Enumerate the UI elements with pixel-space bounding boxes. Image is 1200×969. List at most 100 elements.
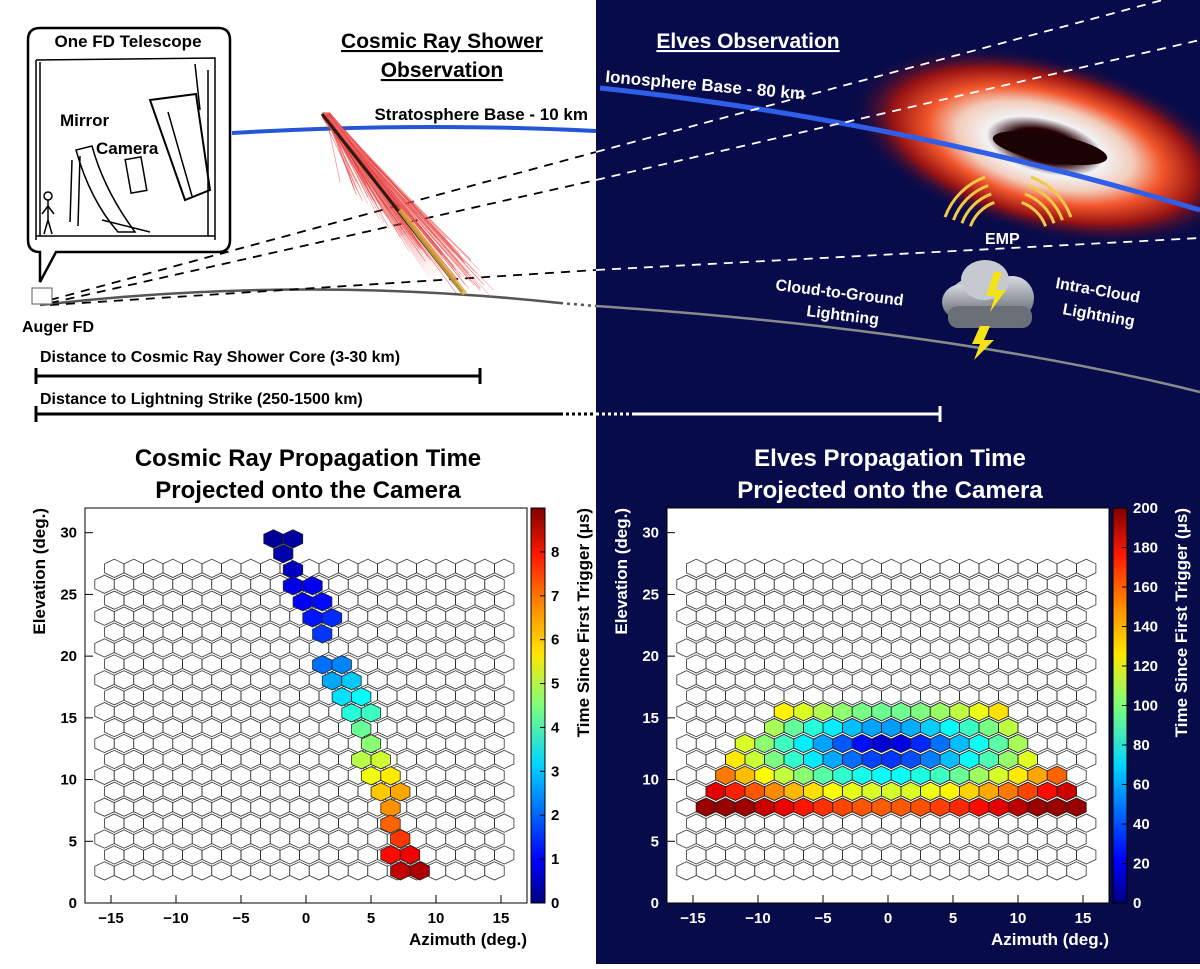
camera-pixel	[968, 861, 990, 881]
x-tick-label: −10	[163, 910, 188, 927]
hit-pixel	[842, 781, 863, 801]
hit-pixel	[900, 781, 921, 801]
camera-pixel	[162, 781, 183, 801]
hit-pixel	[390, 782, 411, 802]
camera-label: Camera	[96, 139, 159, 158]
camera-pixel	[1056, 718, 1077, 738]
camera-pixel	[1076, 558, 1097, 578]
camera-pixel	[484, 765, 505, 785]
camera-pixel	[162, 718, 183, 738]
hit-pixel	[321, 671, 343, 691]
stratosphere-line	[231, 124, 597, 135]
hit-pixel	[764, 718, 785, 738]
x-tick-label: 5	[367, 910, 375, 927]
camera-pixel	[347, 797, 369, 817]
camera-pixel	[299, 781, 320, 801]
hit-pixel	[920, 718, 941, 738]
x-tick-label: 5	[949, 910, 957, 927]
elves-chart-title-line1: Elves Propagation Time	[754, 445, 1026, 472]
camera-pixel	[484, 606, 505, 626]
y-tick-label: 20	[60, 648, 77, 665]
y-axis-label: Elevation (deg.)	[30, 508, 49, 635]
camera-pixel	[260, 718, 281, 738]
hit-pixel	[380, 814, 401, 834]
camera-pixel	[949, 861, 970, 881]
camera-pixel	[494, 686, 515, 706]
hit-pixel	[842, 718, 863, 738]
camera-pixel	[900, 654, 921, 674]
hit-pixel	[881, 718, 902, 738]
hit-pixel	[822, 718, 843, 738]
camera-pixel	[133, 797, 154, 817]
camera-pixel	[474, 590, 495, 610]
camera-pixel	[250, 861, 271, 881]
camera-pixel	[143, 781, 164, 801]
elves-chart-title-line2: Projected onto the Camera	[737, 477, 1043, 504]
y-tick-label: 25	[642, 586, 659, 603]
telescope-building-drawing	[35, 57, 216, 240]
ground-curve-right	[595, 304, 1200, 394]
camera-pixel	[289, 797, 310, 817]
x-tick-label: 0	[884, 910, 892, 927]
emp-arcs	[943, 175, 1073, 227]
camera-pixel	[812, 861, 834, 881]
camera-pixel	[123, 781, 144, 801]
y-tick-label: 0	[651, 895, 659, 912]
colorbar-tick-label: 4	[551, 719, 560, 736]
camera-pixel	[939, 654, 960, 674]
y-tick-label: 10	[642, 772, 659, 789]
colorbar-tick-label: 0	[551, 895, 559, 912]
hex-pixel-grid	[94, 529, 515, 881]
hit-pixel	[725, 781, 746, 801]
camera-pixel	[425, 797, 447, 817]
camera-pixel	[783, 654, 804, 674]
hit-pixel	[832, 797, 853, 817]
camera-pixel	[1007, 861, 1029, 881]
distance-bars	[34, 368, 942, 422]
colorbar-tick-label: 7	[551, 588, 559, 605]
camera-pixel	[744, 718, 765, 738]
hit-pixel	[881, 781, 902, 801]
camera-pixel	[978, 654, 999, 674]
colorbar-tick-label: 140	[1133, 619, 1158, 636]
telescope-title: One FD Telescope	[54, 32, 201, 51]
auger-fd-building-icon	[31, 287, 53, 305]
camera-pixel	[929, 861, 951, 881]
lightning-bolt-icon	[972, 326, 994, 360]
camera-pixel	[676, 861, 697, 881]
camera-pixel	[474, 718, 495, 738]
colorbar-tick-label: 5	[551, 676, 559, 693]
hit-pixel	[998, 718, 1019, 738]
cosmic-title-line1: Cosmic Ray Shower	[341, 30, 543, 53]
camera-pixel	[113, 861, 135, 881]
hit-pixel	[998, 781, 1019, 801]
colorbar-tick-label: 120	[1133, 658, 1158, 675]
ground-curve-left	[39, 288, 561, 307]
camera-pixel	[1076, 654, 1097, 674]
hit-pixel	[744, 781, 765, 801]
hit-pixel	[360, 734, 382, 754]
camera-pixel	[842, 654, 863, 674]
hit-pixel	[1007, 733, 1029, 754]
colorbar-tick-label: 100	[1133, 698, 1158, 715]
camera-pixel	[959, 590, 980, 610]
camera-pixel	[881, 654, 902, 674]
camera-pixel	[1017, 590, 1038, 610]
hit-pixel	[783, 781, 804, 801]
camera-pixel	[211, 861, 232, 881]
camera-pixel	[842, 590, 863, 610]
y-tick-label: 15	[60, 710, 77, 727]
camera-pixel	[464, 797, 486, 817]
hit-pixel	[331, 655, 352, 675]
cr-chart-title-line1: Cosmic Ray Propagation Time	[135, 445, 481, 472]
camera-pixel	[494, 718, 515, 738]
elves-title: Elves Observation	[656, 30, 839, 53]
y-tick-label: 5	[69, 833, 77, 850]
x-tick-label: 15	[493, 910, 510, 927]
camera-pixel	[338, 590, 359, 610]
camera-pixel	[211, 797, 232, 817]
camera-pixel	[406, 797, 427, 817]
camera-pixel	[1037, 718, 1058, 738]
hit-pixel	[910, 797, 931, 817]
hit-pixel	[312, 624, 333, 644]
